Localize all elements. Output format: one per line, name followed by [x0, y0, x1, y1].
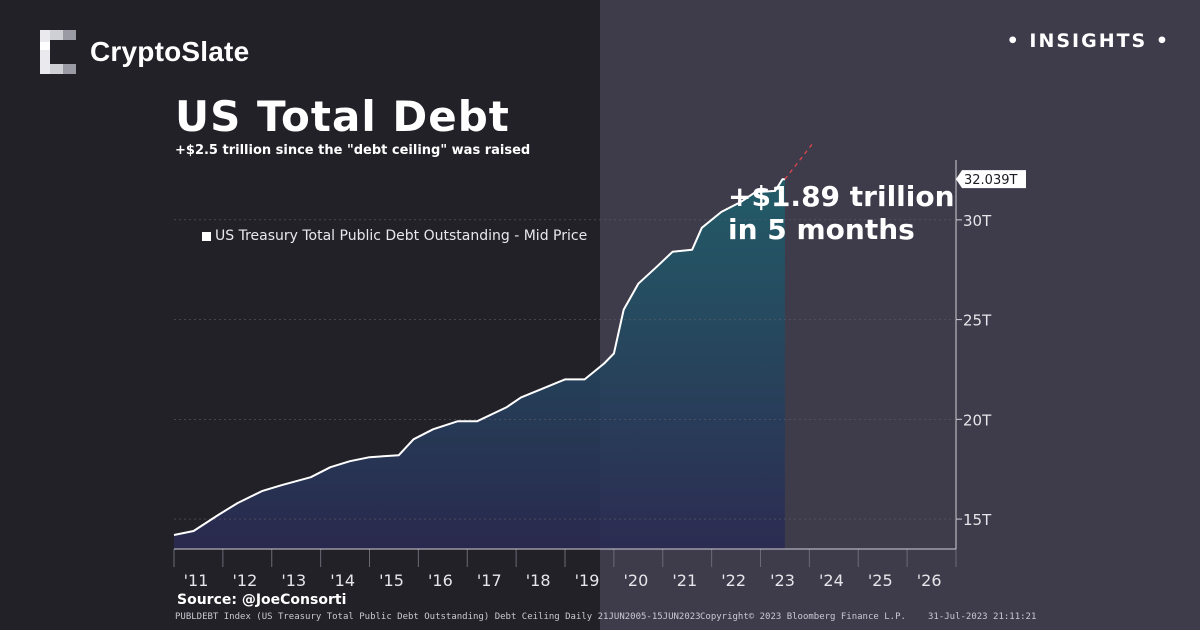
- chart-subtitle: +$2.5 trillion since the "debt ceiling" …: [175, 143, 531, 158]
- debt-increase-annotation: +$1.89 trillion in 5 months: [728, 180, 955, 246]
- x-tick-label: '22: [721, 571, 746, 590]
- x-tick-label: '12: [232, 571, 257, 590]
- projection-line: [784, 142, 814, 180]
- x-tick-label: '24: [819, 571, 844, 590]
- footer-timestamp: 31-Jul-2023 21:11:21: [928, 612, 1037, 622]
- legend-swatch: [202, 231, 211, 241]
- y-tick-label: 20T: [963, 411, 992, 429]
- legend-label: US Treasury Total Public Debt Outstandin…: [215, 228, 588, 244]
- x-tick-label: '13: [281, 571, 306, 590]
- x-tick-label: '25: [868, 571, 893, 590]
- x-tick-label: '11: [184, 571, 209, 590]
- x-tick-label: '15: [379, 571, 404, 590]
- x-tick-label: '16: [428, 571, 453, 590]
- series-line: [173, 178, 785, 536]
- cryptoslate-logo-icon: [40, 30, 76, 74]
- x-tick-label: '14: [330, 571, 355, 590]
- x-tick-label: '19: [575, 571, 600, 590]
- x-tick-label: '21: [672, 571, 697, 590]
- brand-logo: CryptoSlate: [40, 30, 249, 74]
- x-tick-label: '26: [917, 571, 942, 590]
- footer-copyright: Copyright© 2023 Bloomberg Finance L.P.: [700, 612, 906, 622]
- y-tick-label: 15T: [963, 511, 992, 529]
- chart-title: US Total Debt: [175, 92, 510, 141]
- annotation-line-1: +$1.89 trillion: [728, 180, 955, 213]
- footer-index-info: PUBLDEBT Index (US Treasury Total Public…: [175, 612, 701, 622]
- last-value-box: [956, 170, 1026, 189]
- x-tick-label: '20: [623, 571, 648, 590]
- source-credit: Source: @JoeConsorti: [177, 592, 347, 608]
- last-value-label: 32.039T: [964, 173, 1017, 188]
- annotation-line-2: in 5 months: [728, 213, 915, 246]
- chart-legend: US Treasury Total Public Debt Outstandin…: [202, 228, 587, 244]
- insights-badge: • INSIGHTS •: [1006, 30, 1170, 52]
- x-tick-label: '17: [477, 571, 502, 590]
- x-tick-label: '18: [526, 571, 551, 590]
- x-tick-label: '23: [770, 571, 795, 590]
- y-tick-label: 30T: [963, 212, 992, 230]
- brand-name: CryptoSlate: [90, 36, 250, 67]
- series-area: [174, 179, 785, 549]
- y-tick-label: 25T: [963, 312, 992, 330]
